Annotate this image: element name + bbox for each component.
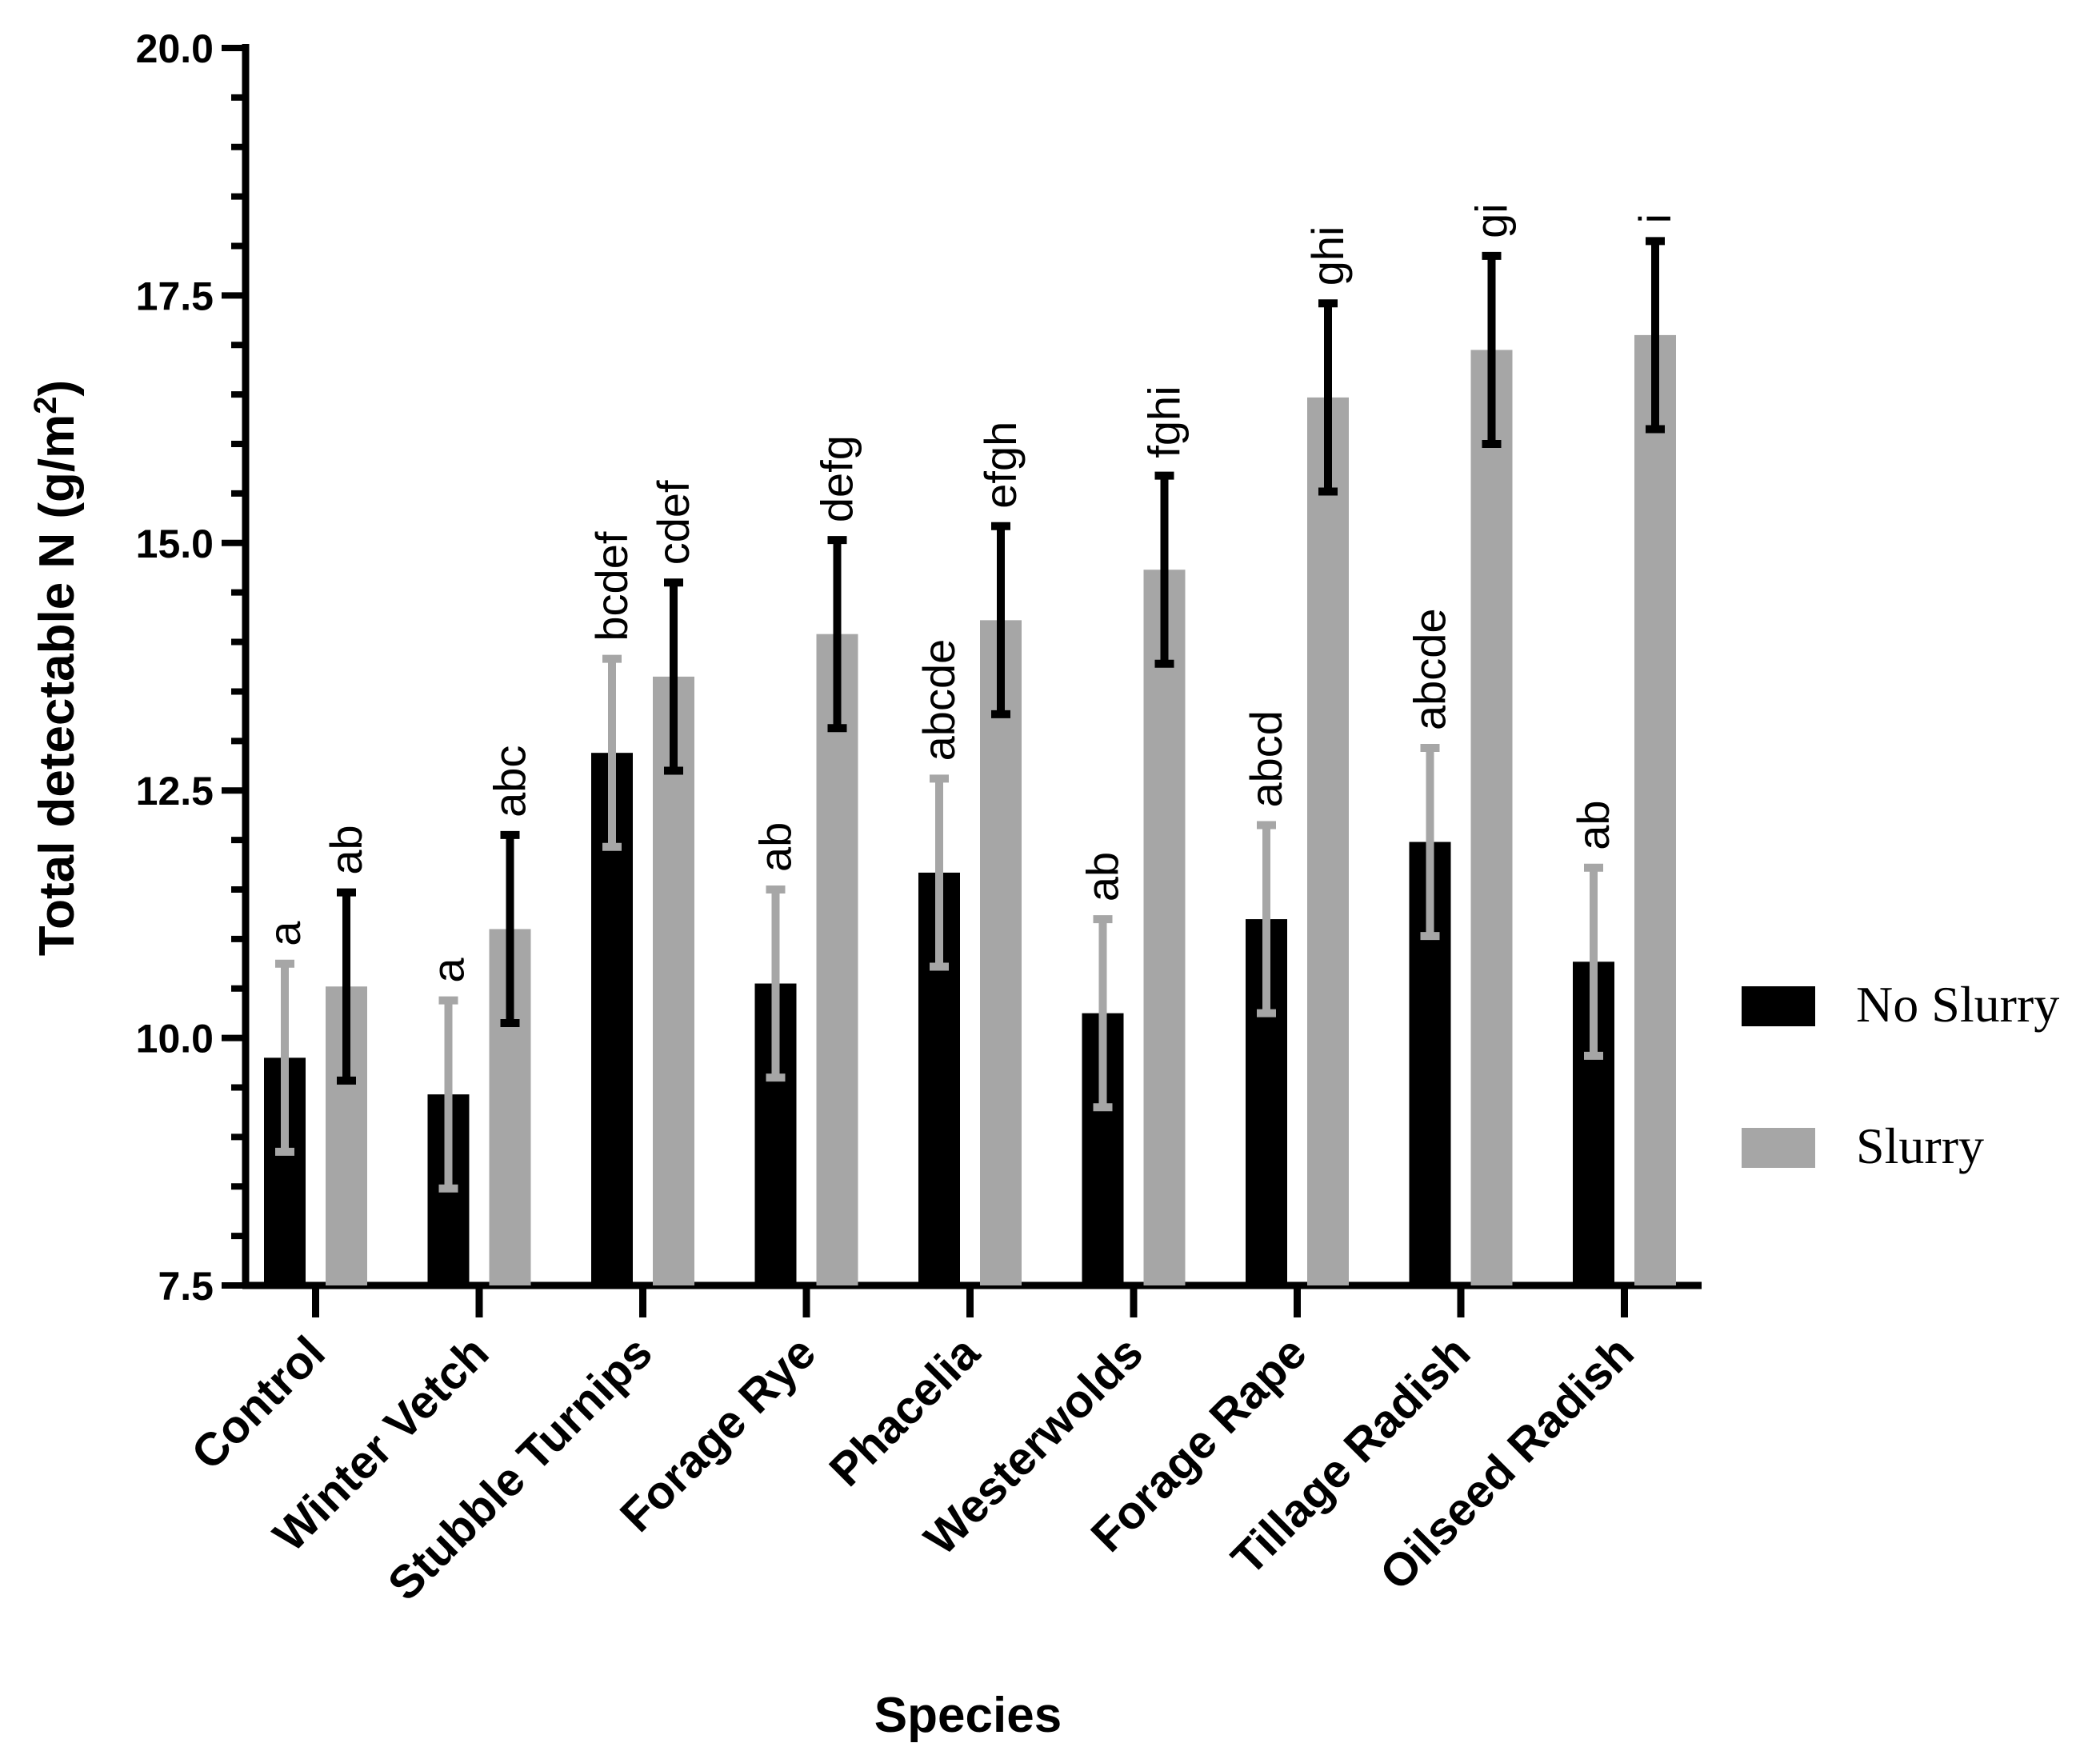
- significance-letter: gi: [1466, 203, 1517, 238]
- significance-letter: cdef: [648, 480, 698, 565]
- bar-slurry: [1634, 334, 1676, 1285]
- x-tick-label: Phacelia: [819, 1326, 990, 1497]
- y-axis-title: Total detectable N (g/m2): [28, 380, 85, 956]
- y-tick-label: 15.0: [136, 522, 214, 566]
- significance-letter: abc: [485, 746, 535, 818]
- y-tick-label: 10.0: [136, 1017, 214, 1061]
- significance-letter: ab: [750, 822, 801, 872]
- bars: [264, 334, 1676, 1285]
- legend: No Slurry Slurry: [1742, 976, 2059, 1174]
- significance-letter: i: [1630, 214, 1680, 223]
- axes: [222, 44, 1702, 1317]
- significance-letter: ab: [1078, 852, 1128, 901]
- significance-letter: fghi: [1139, 386, 1190, 458]
- bar-slurry: [653, 676, 694, 1285]
- legend-swatch-slurry: [1742, 1128, 1815, 1168]
- legend-label-slurry: Slurry: [1856, 1117, 1984, 1174]
- significance-letter: a: [423, 957, 474, 983]
- y-tick-label: 17.5: [136, 274, 214, 318]
- significance-letter: bcdef: [586, 531, 637, 641]
- significance-letter: defg: [812, 435, 862, 522]
- error-bars: [275, 237, 1665, 1193]
- significance-letter: a: [259, 921, 310, 946]
- y-tick-labels: 7.5 10.0 12.5 15.0 17.5 20.0: [136, 26, 214, 1309]
- significance-letter: ab: [1568, 800, 1618, 850]
- y-tick-label: 20.0: [136, 26, 214, 71]
- legend-swatch-no-slurry: [1742, 986, 1815, 1026]
- bar-slurry: [1143, 570, 1186, 1285]
- legend-label-no-slurry: No Slurry: [1856, 976, 2059, 1033]
- bar-slurry: [980, 620, 1022, 1285]
- y-tick-label: 12.5: [136, 769, 214, 814]
- significance-letter: ghi: [1302, 226, 1353, 286]
- significance-letter: abcde: [1405, 608, 1455, 730]
- significance-letter: abcd: [1241, 710, 1291, 807]
- bar-slurry: [1307, 397, 1349, 1285]
- significance-letter: abcde: [914, 639, 964, 762]
- significance-letter: efgh: [975, 422, 1026, 509]
- bar-slurry: [1470, 350, 1513, 1285]
- x-tick-label: Control: [182, 1326, 335, 1480]
- y-tick-label: 7.5: [158, 1264, 214, 1309]
- bar-slurry: [816, 634, 858, 1285]
- x-axis-title: Species: [874, 1688, 1062, 1743]
- significance-letter: ab: [321, 825, 371, 874]
